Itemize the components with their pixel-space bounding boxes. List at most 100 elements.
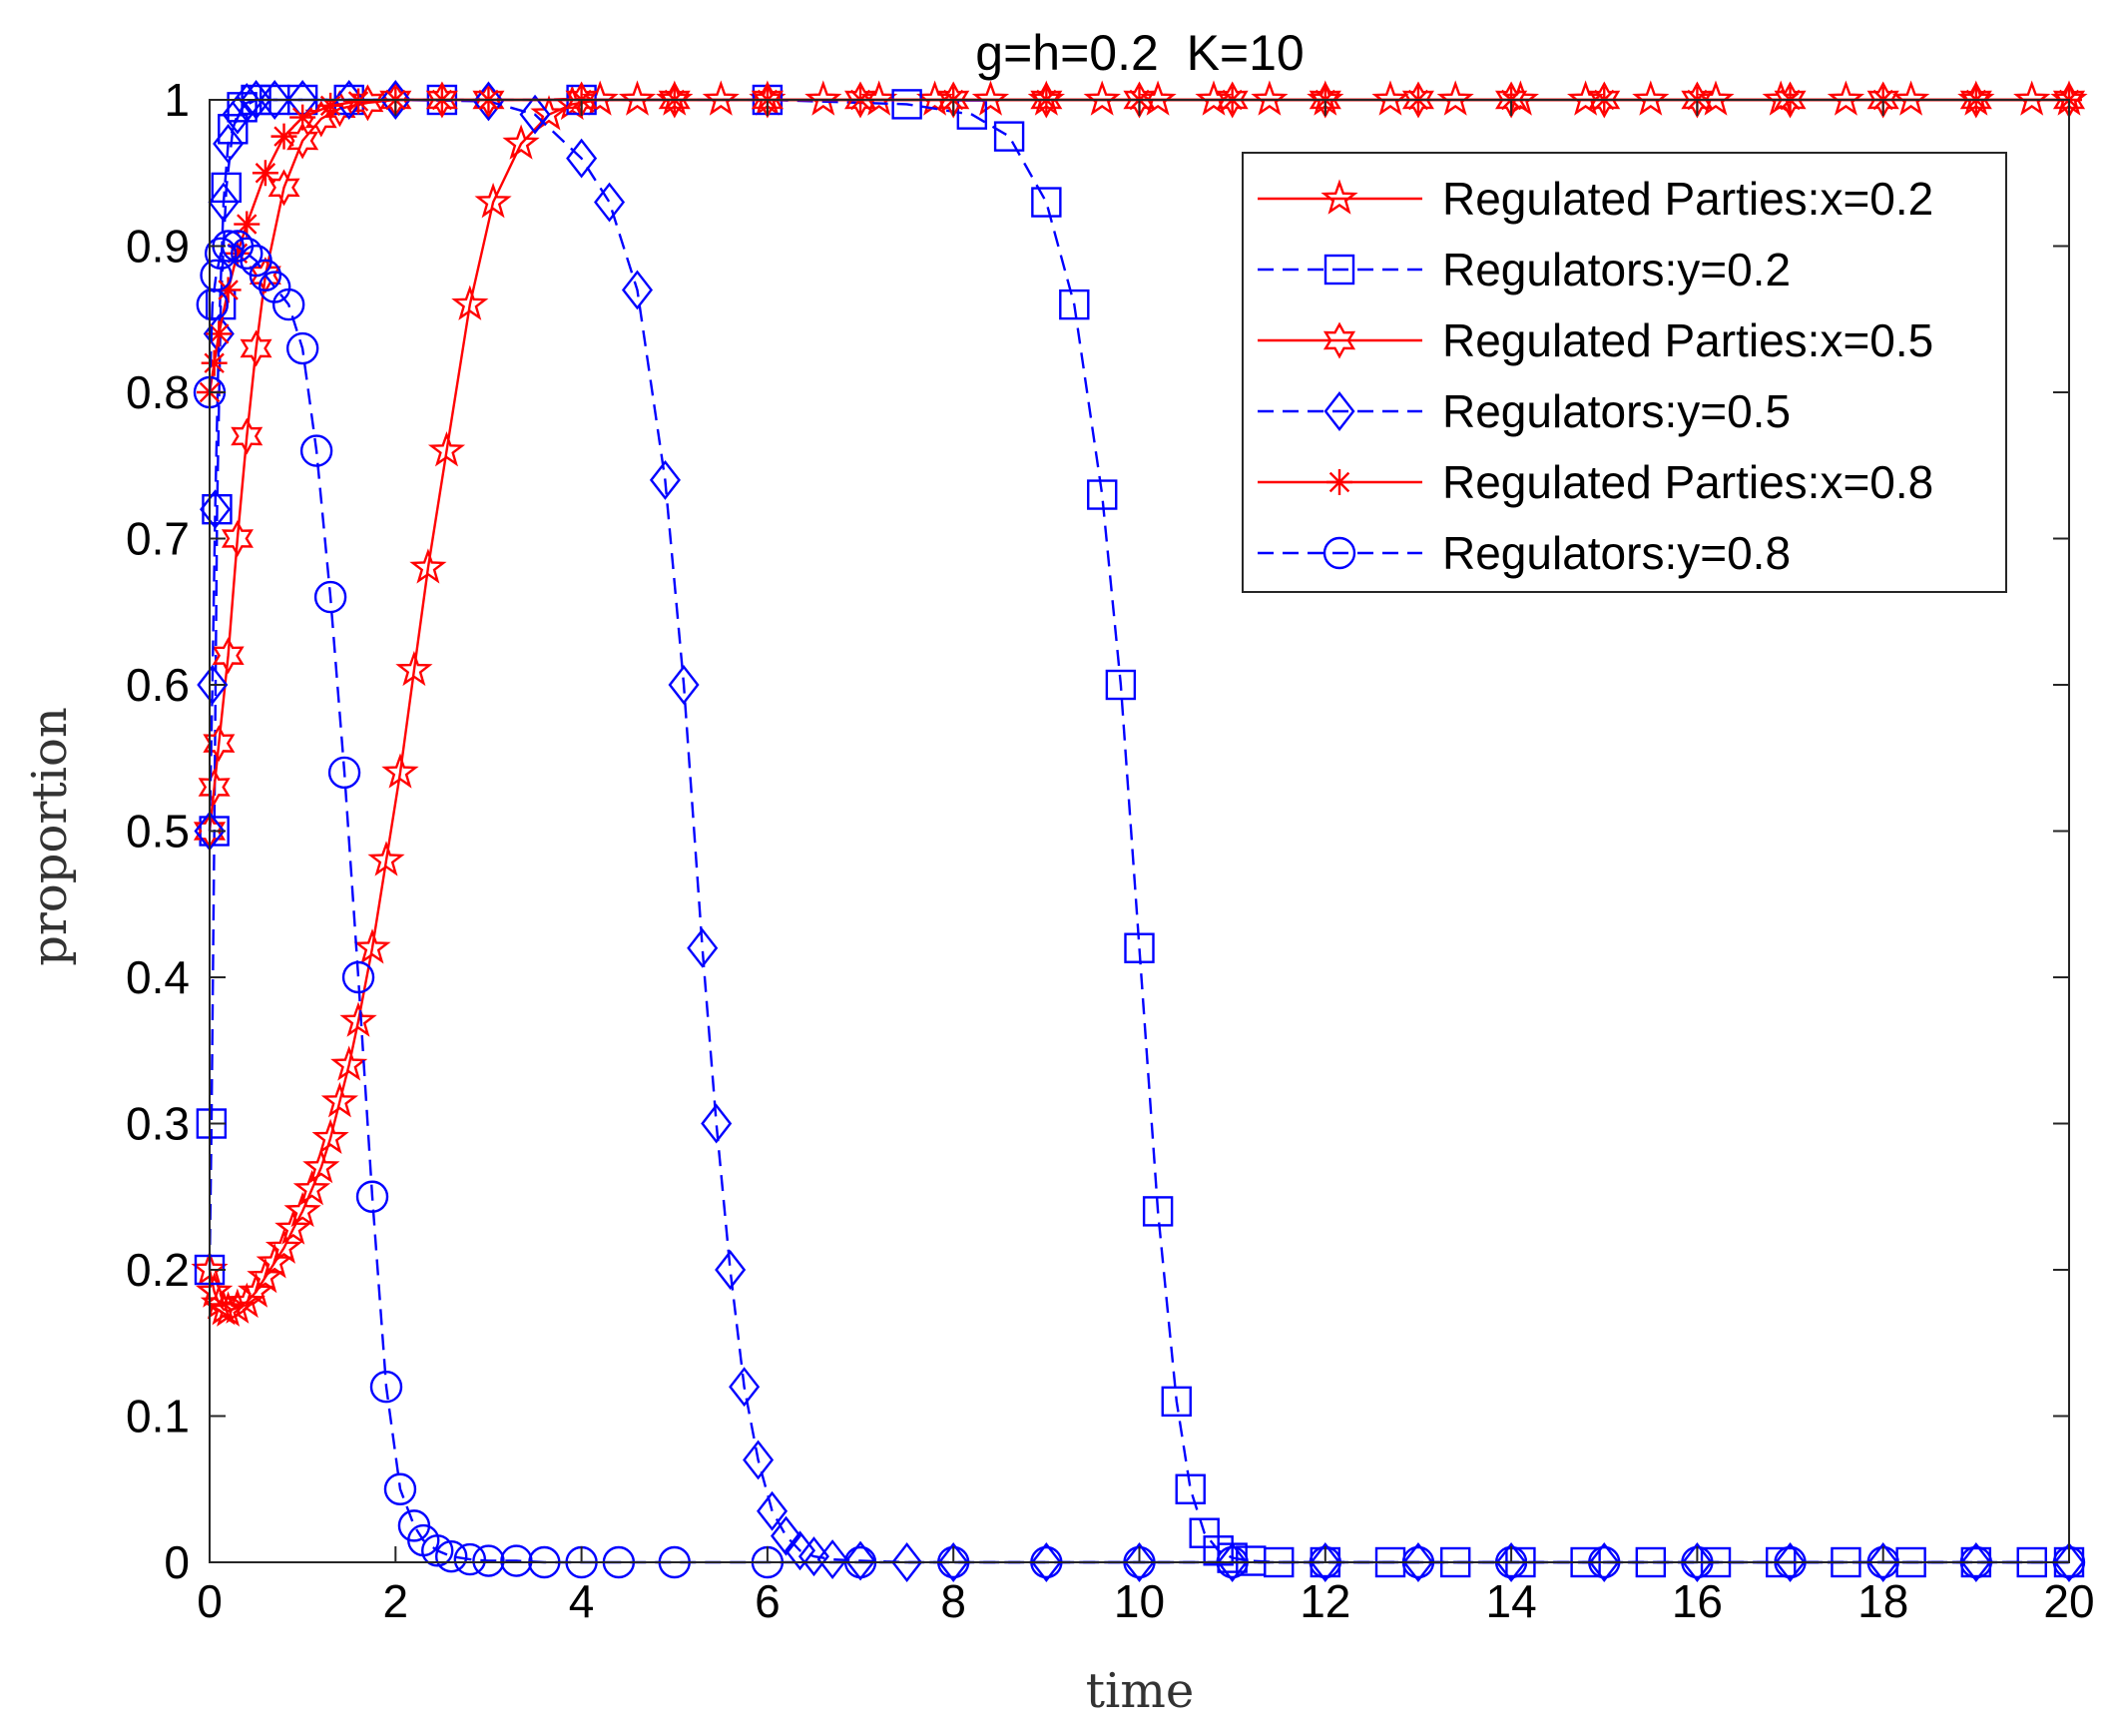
data-point [240,329,272,367]
data-point [256,1243,293,1279]
data-point [500,1544,533,1577]
data-point [1059,289,1090,320]
y-tick-label: 0.9 [126,221,190,273]
data-point [283,1191,321,1228]
data-point [1123,1542,1156,1582]
data-point [621,270,654,310]
data-point [198,768,231,806]
data-point [369,1370,403,1404]
data-point [687,927,719,968]
data-point [1124,932,1155,963]
data-point [594,182,626,223]
data-point [213,123,245,164]
data-point [472,1544,505,1577]
data-point [1774,81,1807,119]
data-point [453,1542,487,1576]
data-point [351,84,384,122]
legend-marker [1322,321,1356,359]
data-point [1087,479,1118,510]
data-point [203,725,236,763]
data-point [804,80,842,116]
data-point [530,95,568,131]
data-point [197,665,229,705]
legend-label: Regulated Parties:x=0.5 [1442,314,1933,366]
legend-item: Regulators:y=0.5 [1258,385,1791,437]
data-point [200,259,233,291]
data-point [1031,187,1062,218]
data-point [581,80,619,116]
data-point [302,1147,340,1184]
data-point [937,1542,969,1582]
data-point [1762,80,1800,116]
data-point [702,80,740,116]
data-point [1681,1542,1713,1582]
data-point [1567,80,1605,116]
x-tick-label: 14 [1486,1575,1537,1627]
data-point [345,88,372,115]
data-point [353,928,391,964]
data-point [200,489,232,530]
data-point [757,1490,789,1531]
data-point [205,1290,243,1326]
y-tick-label: 0.3 [126,1098,190,1150]
y-axis-label: proportion [22,707,78,966]
data-point [891,89,922,120]
data-point [816,1539,848,1580]
x-tick-label: 16 [1672,1575,1723,1627]
data-point [292,1169,331,1206]
data-point [1827,80,1865,116]
x-tick-label: 8 [940,1575,966,1627]
data-point [355,1180,389,1213]
data-point [421,1534,454,1567]
legend-box [1242,152,2007,593]
legend: Regulated Parties:x=0.2 Regulators:y=0.2 R… [1242,152,2007,593]
data-point [860,80,898,116]
data-point [451,285,489,320]
data-point [1251,80,1289,116]
legend-item: Regulators:y=0.2 [1258,244,1791,295]
data-point [658,81,691,119]
x-tick-label: 10 [1114,1575,1165,1627]
legend-marker [1321,179,1358,215]
legend-marker [1323,391,1355,431]
data-point [313,580,347,614]
data-point [1139,80,1177,116]
data-point [285,331,319,365]
data-point [844,81,877,119]
x-tick-label: 2 [383,1575,409,1627]
data-point [1175,1473,1206,1504]
y-tick-label: 0 [164,1536,190,1588]
data-point [339,1001,377,1037]
x-tick-label: 4 [569,1575,595,1627]
data-point [311,1118,349,1154]
data-point [215,277,242,303]
data-point [224,240,251,267]
legend-label: Regulated Parties:x=0.8 [1442,456,1933,508]
data-point [218,114,249,145]
data-point [259,80,290,120]
data-point [472,81,504,122]
data-point [891,1542,923,1582]
data-point [1632,80,1670,116]
axes-layer: 0 2 4 6 8 10 12 14 16 18 20 0 0.1 0.2 0.3 0.4 0.5 0.6 0.7 0… [126,74,2095,1627]
data-point [1105,669,1137,701]
y-tick-label: 0.7 [126,513,190,565]
data-point [249,259,282,291]
data-point [519,94,551,135]
data-point [289,104,316,131]
data-point [2013,80,2051,116]
data-point [1310,1542,1341,1582]
data-point [381,753,419,789]
data-point [228,1282,265,1319]
x-tick-label: 6 [755,1575,781,1627]
data-point [566,138,598,179]
data-point [715,1250,747,1290]
data-point [379,80,411,120]
data-point [274,1209,312,1245]
data-point [993,121,1025,152]
legend-item: Regulators:y=0.8 [1258,527,1791,579]
data-point [1495,1542,1527,1582]
data-point [425,81,458,119]
y-tick-label: 0.1 [126,1391,190,1443]
